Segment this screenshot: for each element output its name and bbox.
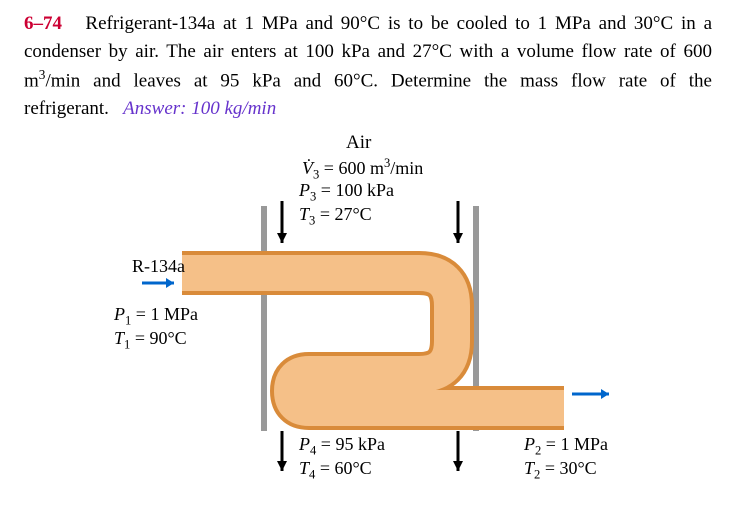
answer-label: Answer:: [123, 98, 186, 119]
p2-group: P2 = 1 MPa: [524, 433, 608, 459]
t3-rest: = 27°C: [315, 204, 371, 224]
t3-group: T3 = 27°C: [299, 203, 372, 229]
r134a-label: R-134a: [132, 255, 185, 278]
t2-group: T2 = 30°C: [524, 457, 597, 483]
t2: T: [524, 458, 534, 478]
p4-rest: = 95 kPa: [316, 434, 385, 454]
problem-statement: 6–74 Refrigerant-134a at 1 MPa and 90°C …: [24, 10, 712, 123]
p3-group: P3 = 100 kPa: [299, 179, 394, 205]
p2-rest: = 1 MPa: [541, 434, 608, 454]
condenser-diagram: Air V̇3 = 600 m3/min P3 = 100 kPa T3 = 2…: [24, 131, 712, 491]
p3: P: [299, 180, 310, 200]
answer-value: 100 kg/min: [191, 98, 276, 119]
t3: T: [299, 204, 309, 224]
p4-group: P4 = 95 kPa: [299, 433, 385, 459]
t4: T: [299, 458, 309, 478]
p1-rest: = 1 MPa: [131, 304, 198, 324]
p1-group: P1 = 1 MPa: [114, 303, 198, 329]
air-label: Air: [346, 131, 371, 156]
t1: T: [114, 328, 124, 348]
t2-rest: = 30°C: [540, 458, 596, 478]
v3-rest: = 600 m: [319, 158, 384, 178]
p3-rest: = 100 kPa: [316, 180, 394, 200]
t4-group: T4 = 60°C: [299, 457, 372, 483]
v3-unit: /min: [390, 158, 423, 178]
t4-rest: = 60°C: [315, 458, 371, 478]
problem-number: 6–74: [24, 13, 62, 34]
t1-group: T1 = 90°C: [114, 327, 187, 353]
p1: P: [114, 304, 125, 324]
t1-rest: = 90°C: [130, 328, 186, 348]
v3-sym: V̇: [302, 158, 313, 178]
p2: P: [524, 434, 535, 454]
p4: P: [299, 434, 310, 454]
